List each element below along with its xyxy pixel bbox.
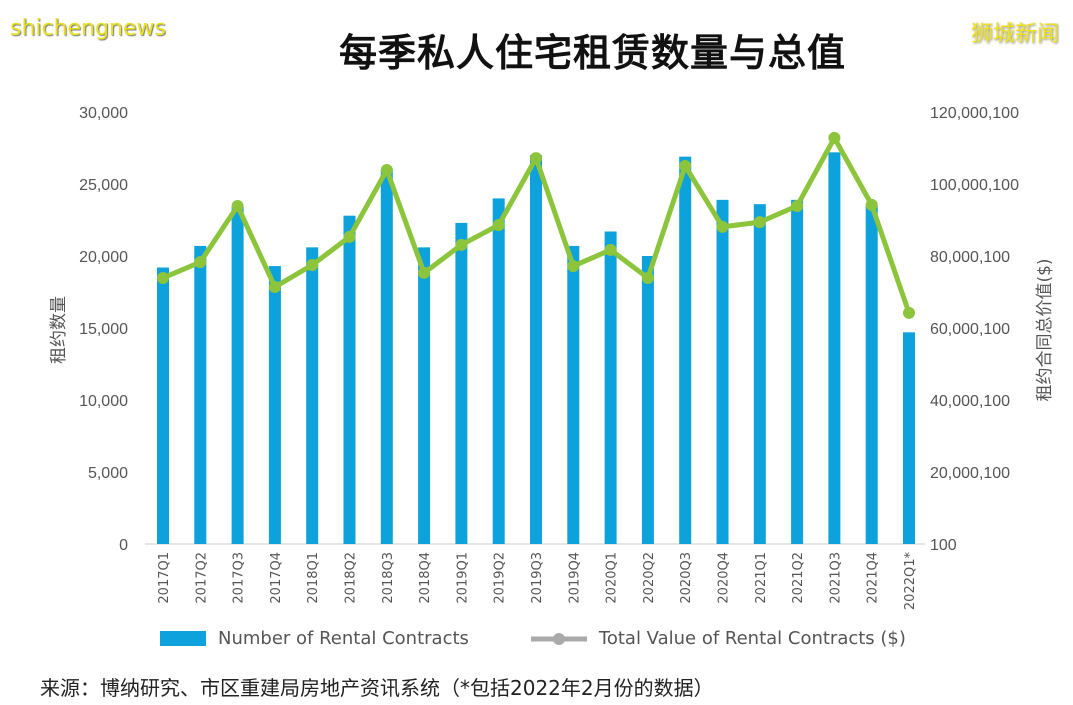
x-tick-label: 2019Q2 (493, 552, 508, 604)
y2-tick-label: 80,000,100 (930, 249, 1010, 266)
y-tick-label: 15,000 (79, 321, 128, 338)
line-point (492, 219, 505, 232)
bar (455, 222, 468, 544)
x-tick-label: 2022Q1* (903, 552, 918, 611)
line-point (157, 271, 169, 284)
y-tick-label: 20,000 (79, 249, 128, 266)
bar (343, 215, 356, 544)
bar (753, 204, 766, 544)
bar (791, 199, 804, 544)
y2-tick-label: 40,000,100 (930, 393, 1010, 410)
line-point (268, 280, 281, 293)
bar (492, 198, 505, 544)
line-point (716, 220, 729, 233)
y2-tick-label: 20,000,100 (930, 465, 1010, 482)
x-tick-label: 2019Q3 (530, 552, 545, 604)
line-point (604, 243, 617, 256)
bar (903, 332, 915, 544)
x-tick-label: 2020Q4 (717, 552, 732, 604)
line-point (530, 152, 542, 165)
line-point (679, 160, 692, 173)
line-point (828, 131, 841, 144)
line-point (418, 266, 431, 279)
y-axis-label: 租约数量 (49, 296, 69, 364)
y2-tick-label: 120,000,100 (930, 105, 1019, 122)
bar (418, 247, 431, 545)
source-note: 来源：博纳研究、市区重建局房地产资讯系统（*包括2022年2月份的数据） (40, 676, 714, 700)
bar (828, 152, 841, 544)
x-tick-label: 2020Q2 (642, 552, 657, 604)
legend-bar-swatch (160, 631, 206, 646)
x-tick-label: 2018Q3 (381, 552, 396, 604)
x-tick-label: 2020Q3 (679, 552, 694, 604)
bar (679, 156, 692, 544)
chart-title: 每季私人住宅租赁数量与总值 (338, 31, 846, 75)
x-tick-label: 2021Q3 (828, 552, 843, 604)
x-tick-label: 2021Q4 (866, 552, 881, 604)
x-tick-label: 2017Q1 (157, 552, 172, 604)
bar (157, 267, 169, 544)
line-point (343, 230, 356, 243)
bar (716, 199, 729, 544)
watermark-text: shichengnews (10, 16, 166, 41)
y2-axis-label: 租约合同总价值($) (1035, 258, 1055, 401)
bar (604, 231, 617, 544)
y2-tick-label: 60,000,100 (930, 321, 1010, 338)
legend-line-swatch (530, 632, 587, 645)
bar (268, 266, 281, 544)
bar (567, 245, 580, 545)
watermark-logo: 狮城新闻 (970, 22, 1059, 47)
y-tick-label: 5,000 (88, 465, 128, 482)
line-point (903, 306, 915, 319)
x-tick-label: 2019Q4 (567, 552, 582, 604)
line-point (791, 199, 804, 212)
line-point (455, 238, 468, 251)
x-tick-label: 2017Q2 (194, 552, 209, 604)
bar (865, 205, 878, 544)
line-point (641, 271, 654, 284)
x-tick-label: 2018Q4 (418, 552, 433, 604)
line-point (194, 256, 207, 269)
x-tick-label: 2017Q3 (232, 552, 247, 604)
y2-tick-label: 100 (930, 537, 957, 554)
line-point (567, 260, 580, 273)
bar (231, 207, 244, 545)
bar (306, 247, 319, 545)
line-point (306, 259, 319, 272)
line-point (380, 163, 393, 176)
x-tick-label: 2020Q1 (605, 552, 620, 604)
bar (194, 245, 207, 545)
x-tick-label: 2021Q1 (754, 552, 769, 604)
line-point (865, 198, 878, 211)
y-tick-label: 10,000 (79, 393, 128, 410)
x-tick-label: 2018Q2 (344, 552, 359, 604)
bar (380, 169, 393, 544)
x-tick-label: 2019Q1 (455, 552, 470, 604)
legend-line-label: Total Value of Rental Contracts ($) (598, 628, 906, 649)
bar (530, 155, 542, 544)
y2-tick-label: 100,000,100 (930, 177, 1019, 194)
x-tick-label: 2017Q4 (269, 552, 284, 604)
y-tick-label: 25,000 (79, 177, 128, 194)
y-tick-label: 30,000 (79, 105, 128, 122)
line-point (753, 216, 766, 229)
x-tick-label: 2018Q1 (306, 552, 321, 604)
legend-bar-label: Number of Rental Contracts (218, 628, 469, 649)
x-tick-label: 2021Q2 (791, 552, 806, 604)
line-point (231, 199, 244, 212)
legend: Number of Rental Contracts Total Value o… (160, 628, 906, 649)
bar (641, 256, 654, 544)
y-tick-label: 0 (119, 537, 128, 554)
